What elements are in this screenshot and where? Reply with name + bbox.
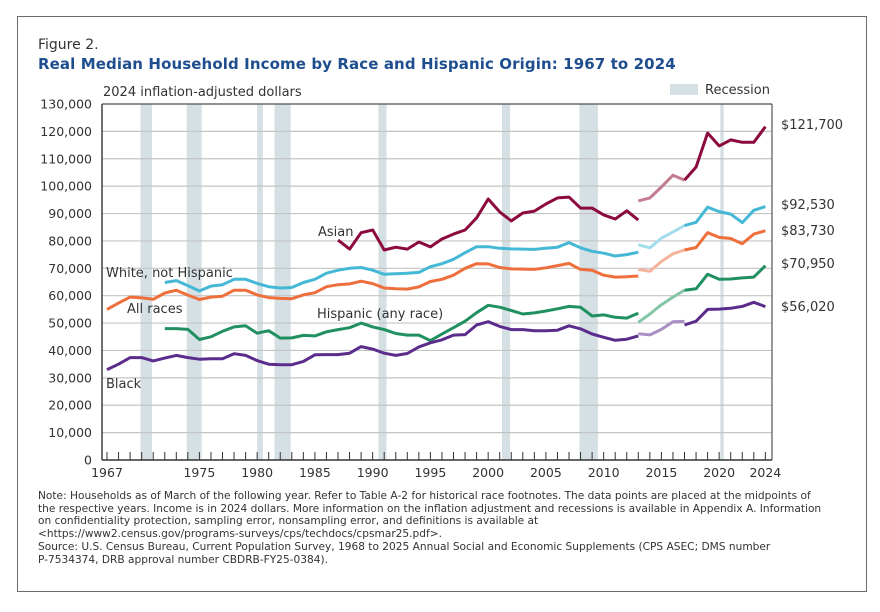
recession-band — [140, 104, 153, 460]
x-tick-label: 1985 — [299, 465, 331, 480]
y-tick-label: 10,000 — [48, 425, 92, 440]
series-line-all-races — [106, 261, 639, 311]
series-label-hispanic: Hispanic (any race) — [317, 307, 443, 322]
y-tick-label: 30,000 — [48, 370, 92, 385]
recession-band — [274, 104, 291, 460]
series-line-black — [106, 320, 639, 371]
y-tick-label: 120,000 — [40, 124, 92, 139]
x-tick-label: 2020 — [703, 465, 735, 480]
series-line-black-light — [638, 319, 685, 337]
y-tick-label: 0 — [84, 453, 92, 468]
series-line-white-not-hispanic — [684, 205, 766, 228]
series-line-asian-light — [637, 173, 686, 203]
figure-label: Figure 2. — [38, 37, 99, 53]
x-tick-label: 1990 — [357, 465, 389, 480]
chart-labels: 2024 inflation-adjusted dollars Recessio… — [103, 83, 843, 392]
note-line: on confidentiality protection, sampling … — [38, 515, 539, 528]
series-lines — [106, 125, 767, 371]
series-line-asian — [683, 125, 767, 182]
series-line-white-not-hispanic — [164, 241, 639, 293]
figure-notes: Note: Households as of March of the foll… — [38, 490, 838, 566]
y-tick-label: 130,000 — [40, 97, 92, 112]
recession-band — [579, 104, 598, 460]
series-label-asian: Asian — [318, 225, 353, 240]
x-tick-label: 1975 — [183, 465, 215, 480]
recession-band — [502, 104, 511, 460]
recession-band — [720, 104, 724, 460]
note-line: Note: Households as of March of the foll… — [38, 490, 811, 502]
series-label-black: Black — [106, 377, 142, 392]
y-tick-label: 80,000 — [48, 233, 92, 248]
end-label-hispanic: $70,950 — [781, 257, 835, 272]
figure-frame — [17, 16, 867, 592]
x-tick-label: 2024 — [749, 465, 781, 480]
note-line: the respective years. Income is in 2024 … — [38, 502, 822, 515]
x-tick-label: 1995 — [414, 465, 446, 480]
source-line: P-7534374, DRB approval number CBDRB-FY2… — [38, 553, 328, 566]
x-tick-label: 2005 — [530, 465, 562, 480]
x-tick-label: 1980 — [241, 465, 273, 480]
series-line-hispanic-any-race — [684, 264, 767, 292]
y-tick-label: 90,000 — [48, 206, 92, 221]
series-line-all-races — [684, 229, 766, 252]
legend-recession-swatch — [670, 84, 698, 95]
x-tick-label: 2010 — [588, 465, 620, 480]
series-line-white-not-hispanic-light — [637, 224, 686, 250]
end-label-black: $56,020 — [781, 300, 835, 315]
series-label-all-races: All races — [127, 302, 183, 317]
y-tick-label: 100,000 — [40, 179, 92, 194]
y-tick-label: 50,000 — [48, 316, 92, 331]
y-tick-label: 70,000 — [48, 261, 92, 276]
end-label-all-races: $83,730 — [781, 224, 835, 239]
end-label-asian: $121,700 — [781, 118, 843, 133]
x-tick-label: 2000 — [472, 465, 504, 480]
end-label-white-not-hispanic: $92,530 — [781, 198, 835, 213]
recession-band — [257, 104, 263, 460]
y-axis-unit-label: 2024 inflation-adjusted dollars — [103, 85, 302, 100]
source-line: Source: U.S. Census Bureau, Current Popu… — [38, 540, 771, 553]
series-line-hispanic-any-race-light — [637, 288, 686, 324]
series-line-hispanic-any-race — [164, 303, 639, 343]
y-tick-label: 60,000 — [48, 288, 92, 303]
figure-title: Real Median Household Income by Race and… — [38, 55, 676, 73]
note-line: <https://www2.census.gov/programs-survey… — [38, 528, 442, 541]
x-tick-label: 1967 — [91, 465, 123, 480]
series-line-all-races-light — [638, 248, 685, 273]
series-line-black — [684, 300, 766, 327]
y-tick-label: 40,000 — [48, 343, 92, 358]
recession-band — [378, 104, 387, 460]
series-label-white-not-hispanic: White, not Hispanic — [106, 266, 233, 281]
recession-band — [186, 104, 202, 460]
series-line-asian — [337, 195, 640, 252]
y-tick-label: 20,000 — [48, 398, 92, 413]
legend-recession-label: Recession — [705, 83, 770, 98]
recession-bands — [140, 104, 724, 460]
axes: 0 10,000 20,000 30,000 40,000 50,000 60,000 70,… — [40, 97, 781, 481]
x-tick-label: 2015 — [645, 465, 677, 480]
y-tick-label: 110,000 — [40, 151, 92, 166]
